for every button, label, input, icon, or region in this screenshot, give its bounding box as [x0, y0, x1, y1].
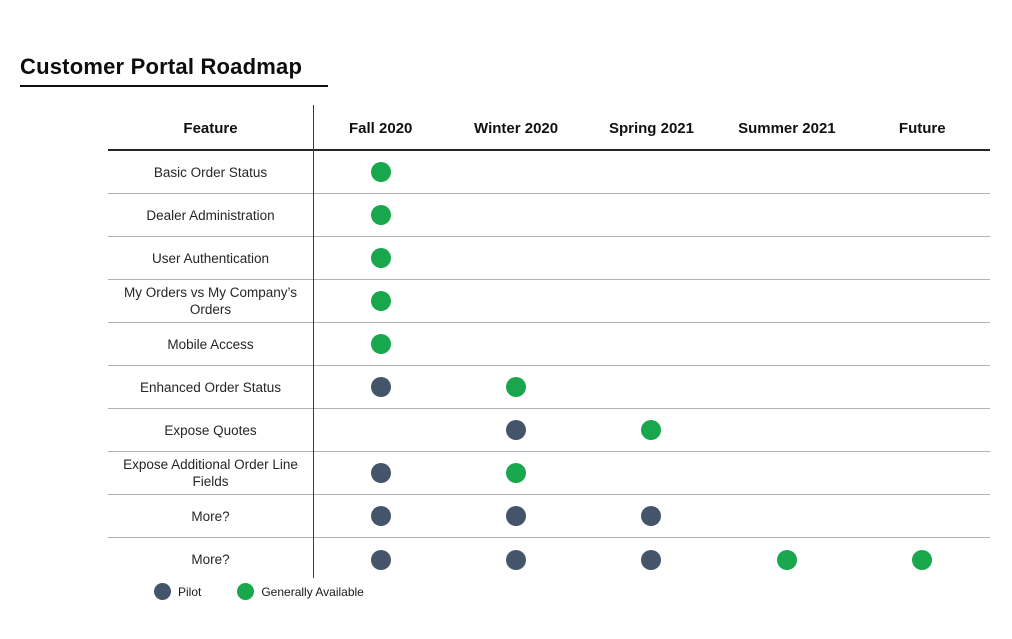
column-header-future: Future	[898, 119, 946, 137]
feature-label: Mobile Access	[167, 336, 254, 352]
feature-label: More?	[191, 552, 230, 567]
status-cell	[448, 463, 583, 483]
generally-available-dot	[370, 248, 391, 268]
generally-available-dot	[506, 377, 527, 397]
feature-label: Dealer Administration	[146, 207, 275, 223]
generally-available-dot	[370, 162, 391, 182]
generally-available-dot	[370, 205, 391, 225]
column-header-spring-2021: Spring 2021	[608, 119, 694, 137]
pilot-dot	[154, 583, 171, 600]
generally-available-dot	[776, 549, 797, 570]
table-row: More?	[108, 495, 990, 538]
table-row: Expose Quotes	[108, 409, 990, 452]
status-cell	[313, 248, 448, 268]
table-row: Expose Additional Order Line Fields	[108, 452, 990, 495]
status-cell	[584, 420, 719, 440]
feature-label: Basic Order Status	[153, 164, 268, 180]
feature-label: My Orders vs My Company’s Orders	[123, 285, 298, 317]
status-cell	[313, 463, 448, 483]
column-header-fall-2020: Fall 2020	[349, 119, 413, 137]
pilot-dot	[370, 377, 391, 397]
pilot-dot	[641, 506, 662, 526]
table-row: Basic Order Status	[108, 151, 990, 194]
pilot-dot	[370, 549, 391, 570]
column-header-summer-2021: Summer 2021	[738, 119, 836, 137]
status-cell	[855, 549, 990, 570]
status-cell	[313, 205, 448, 225]
table-header-row: Feature Fall 2020 Winter 2020 Spring 2021 S…	[108, 107, 990, 151]
status-cell	[313, 549, 448, 570]
feature-column-divider-line	[313, 105, 314, 578]
legend-item-pilot: Pilot	[154, 583, 201, 600]
page-title: Customer Portal Roadmap	[20, 54, 329, 87]
feature-label: Expose Additional Order Line Fields	[123, 457, 298, 489]
status-cell	[448, 420, 583, 440]
status-cell	[584, 506, 719, 526]
legend-item-ga: Generally Available	[237, 583, 364, 600]
column-header-winter-2020: Winter 2020	[474, 119, 559, 137]
status-cell	[313, 162, 448, 182]
legend-label: Pilot	[178, 584, 202, 599]
table-row: Mobile Access	[108, 323, 990, 366]
status-cell	[584, 549, 719, 570]
generally-available-dot	[370, 291, 391, 311]
table-row: My Orders vs My Company’s Orders	[108, 280, 990, 323]
pilot-dot	[506, 420, 527, 440]
status-cell	[313, 506, 448, 526]
generally-available-dot	[641, 420, 662, 440]
status-cell	[448, 506, 583, 526]
roadmap-table: Feature Fall 2020 Winter 2020 Spring 2021 S…	[108, 105, 990, 581]
feature-label: Expose Quotes	[164, 422, 257, 438]
status-cell	[719, 549, 854, 570]
legend: Pilot Generally Available	[154, 583, 364, 600]
column-header-feature: Feature	[183, 119, 238, 137]
status-cell	[313, 377, 448, 397]
generally-available-dot	[506, 463, 527, 483]
pilot-dot	[641, 549, 662, 570]
pilot-dot	[370, 463, 391, 483]
feature-label: More?	[191, 508, 230, 524]
status-cell	[313, 291, 448, 311]
feature-label: Enhanced Order Status	[139, 379, 282, 395]
status-cell	[448, 377, 583, 397]
feature-label: User Authentication	[151, 250, 270, 266]
pilot-dot	[370, 506, 391, 526]
table-body: Basic Order Status Dealer Administration U…	[108, 151, 990, 581]
table-row: User Authentication	[108, 237, 990, 280]
generally-available-dot	[237, 583, 255, 600]
legend-label: Generally Available	[261, 584, 364, 599]
table-row: Enhanced Order Status	[108, 366, 990, 409]
generally-available-dot	[370, 334, 391, 354]
pilot-dot	[506, 549, 527, 570]
pilot-dot	[506, 506, 527, 526]
generally-available-dot	[912, 549, 933, 570]
status-cell	[313, 334, 448, 354]
table-row: More?	[108, 538, 990, 581]
status-cell	[448, 549, 583, 570]
table-row: Dealer Administration	[108, 194, 990, 237]
